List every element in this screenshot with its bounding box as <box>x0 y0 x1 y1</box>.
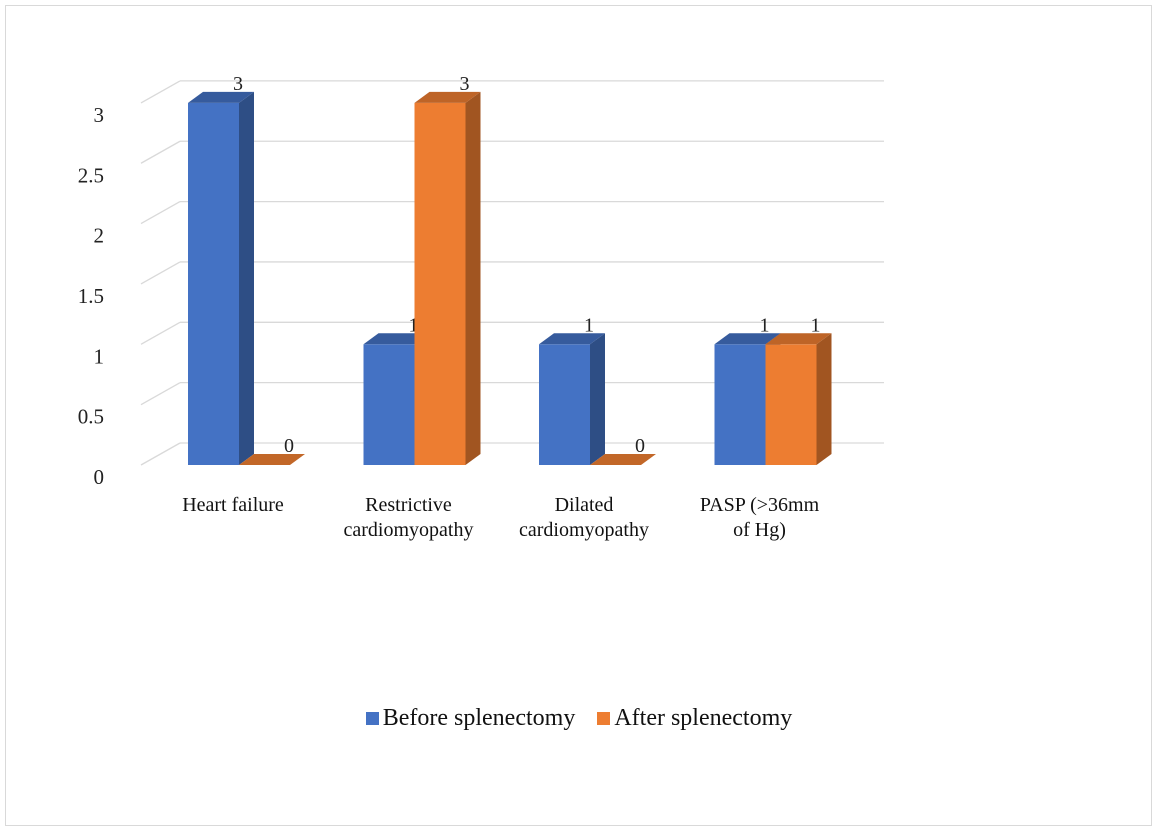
bar-side <box>590 333 605 465</box>
bar-chart: 0 0.5 1 1.5 2 2.5 3 3 0 Heart failure 1 3 Restrictiv… <box>78 73 884 541</box>
x-category-label: of Hg) <box>733 519 786 541</box>
bar-front <box>539 344 590 465</box>
legend: Before splenectomy After splenectomy <box>0 705 1158 732</box>
bar-top <box>363 333 430 345</box>
bar-front <box>363 344 415 465</box>
data-label: 1 <box>760 314 770 336</box>
y-tick-label: 1.5 <box>78 284 104 308</box>
bar-side <box>465 91 481 466</box>
y-tick-label: 0 <box>94 465 105 489</box>
x-category-label: PASP (>36mm <box>700 494 820 516</box>
bar-front <box>714 344 766 465</box>
gridline-depth <box>140 382 181 406</box>
legend-label-before: Before splenectomy <box>382 705 576 731</box>
legend-item-before: Before splenectomy <box>365 705 576 732</box>
y-tick-label: 2.5 <box>78 163 104 187</box>
y-tick-label: 1 <box>94 344 105 368</box>
legend-label-after: After splenectomy <box>614 705 793 731</box>
gridline-depth <box>140 80 181 104</box>
data-label: 1 <box>811 314 821 336</box>
x-category-label: Dilated <box>555 494 614 516</box>
bar-top <box>714 333 781 345</box>
bar-flat <box>239 454 305 465</box>
gridline-depth <box>140 140 181 164</box>
bar-top <box>765 333 832 345</box>
data-label: 0 <box>635 435 645 457</box>
gridline-depth <box>140 442 181 466</box>
data-label: 1 <box>409 314 419 336</box>
bar-front <box>188 102 239 466</box>
data-label: 1 <box>584 314 594 336</box>
data-label: 0 <box>284 435 294 457</box>
bar-side <box>239 91 254 466</box>
bar-top <box>414 91 481 103</box>
y-tick-label: 3 <box>94 103 105 127</box>
y-tick-label: 2 <box>94 224 105 248</box>
gridline-depth <box>140 321 181 345</box>
data-label: 3 <box>233 73 243 95</box>
bar-front <box>414 102 466 466</box>
bar-front <box>765 344 817 465</box>
gridline-depth <box>140 201 181 225</box>
x-category-label: cardiomyopathy <box>519 519 649 541</box>
bar-top <box>539 333 605 345</box>
y-tick-label: 0.5 <box>78 405 104 429</box>
legend-item-after: After splenectomy <box>597 705 792 732</box>
legend-swatch-before <box>365 712 379 725</box>
x-category-label: cardiomyopathy <box>344 519 474 541</box>
bar-top <box>188 91 254 103</box>
data-label: 3 <box>460 73 470 95</box>
bar-side <box>816 333 832 465</box>
gridline-depth <box>140 261 181 285</box>
x-category-label: Heart failure <box>182 494 284 516</box>
bar-flat <box>590 454 656 465</box>
legend-swatch-after <box>597 712 611 725</box>
x-category-label: Restrictive <box>365 494 452 516</box>
